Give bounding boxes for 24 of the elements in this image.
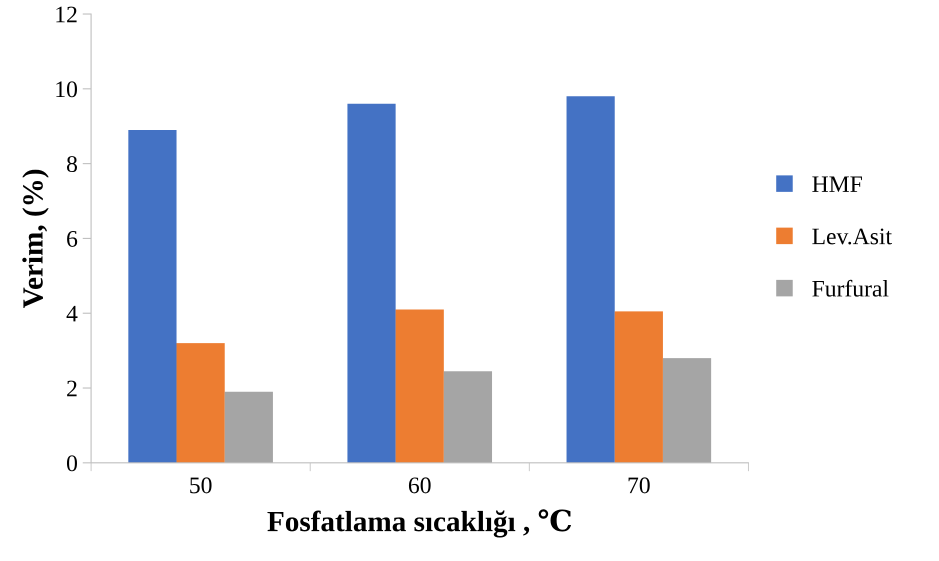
legend-label: HMF xyxy=(812,176,862,192)
bar xyxy=(566,96,615,463)
bar xyxy=(176,343,225,463)
x-tick-label: 50 xyxy=(190,477,212,494)
legend-label: Lev.Asit xyxy=(812,228,892,245)
y-tick-label: 4 xyxy=(66,306,78,322)
bar xyxy=(396,309,444,463)
y-tick-label: 12 xyxy=(56,6,77,22)
y-tick-label: 2 xyxy=(67,380,77,396)
bar xyxy=(662,358,712,463)
bar xyxy=(128,130,177,463)
y-axis-title: Verim, (%) xyxy=(22,170,49,308)
legend-label: Furfural xyxy=(812,280,889,297)
x-tick-label: 70 xyxy=(628,477,650,494)
bar xyxy=(347,104,396,463)
x-axis-title: Fosfatlama sıcaklığı , ℃ xyxy=(267,509,572,538)
y-tick-label: 6 xyxy=(67,230,78,247)
y-tick-label: 8 xyxy=(66,156,77,172)
y-tick-label: 10 xyxy=(56,81,77,98)
bar xyxy=(444,371,492,463)
y-tick-label: 0 xyxy=(66,455,77,472)
x-tick-label: 60 xyxy=(408,477,431,494)
bar xyxy=(614,311,663,463)
bar xyxy=(224,392,273,463)
